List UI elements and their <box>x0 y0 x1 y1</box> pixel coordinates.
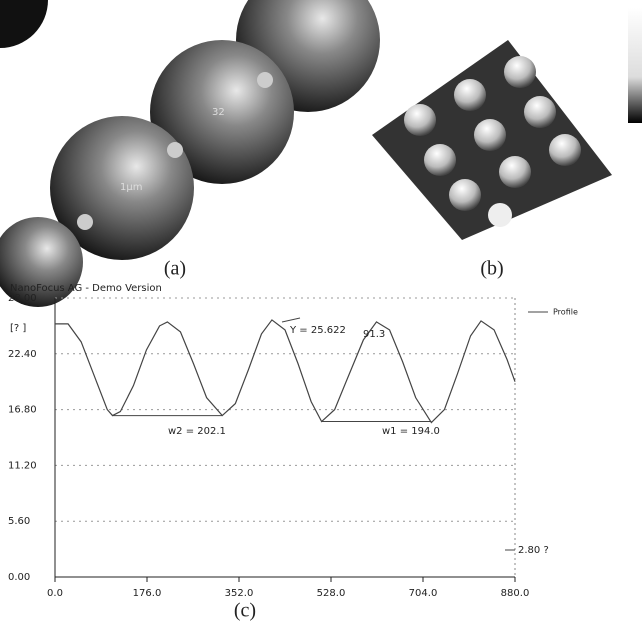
panel-b-image <box>372 8 642 240</box>
y-tick-label: 0.00 <box>8 572 30 583</box>
annotation: Y = 25.622 <box>289 325 346 336</box>
x-tick-label: 704.0 <box>409 588 438 599</box>
x-tick-label: 528.0 <box>317 588 346 599</box>
leader <box>282 318 300 322</box>
panel-label: (c) <box>234 600 256 622</box>
y-tick-label: 22.40 <box>8 349 37 360</box>
y-tick-label: 16.80 <box>8 405 37 416</box>
y-tick-label: 11.20 <box>8 460 37 471</box>
annotation: 2.80 ? <box>518 545 549 556</box>
x-tick-label: 0.0 <box>47 588 63 599</box>
profile-line <box>55 320 515 423</box>
annotation: w2 = 202.1 <box>168 426 226 437</box>
legend-label: Profile <box>553 308 578 317</box>
y-tick-label: 28.00 <box>8 293 37 304</box>
y-axis-label: [? ] <box>10 323 26 334</box>
y-tick-label: 5.60 <box>8 516 30 527</box>
panel-a-mark: 1μm <box>120 182 142 193</box>
panel-label: (b) <box>480 258 503 280</box>
panel-a-image <box>0 0 380 307</box>
x-tick-label: 880.0 <box>501 588 530 599</box>
annotation: w1 = 194.0 <box>382 426 440 437</box>
annotation: 91.3 <box>363 329 385 340</box>
panel-label: (a) <box>164 258 186 280</box>
x-tick-label: 176.0 <box>133 588 162 599</box>
panel-a-mark: 32 <box>212 107 225 118</box>
x-tick-label: 352.0 <box>225 588 254 599</box>
figure: 32 1μm (a) (b) (c) NanoFocus AG - Demo V… <box>0 0 644 627</box>
